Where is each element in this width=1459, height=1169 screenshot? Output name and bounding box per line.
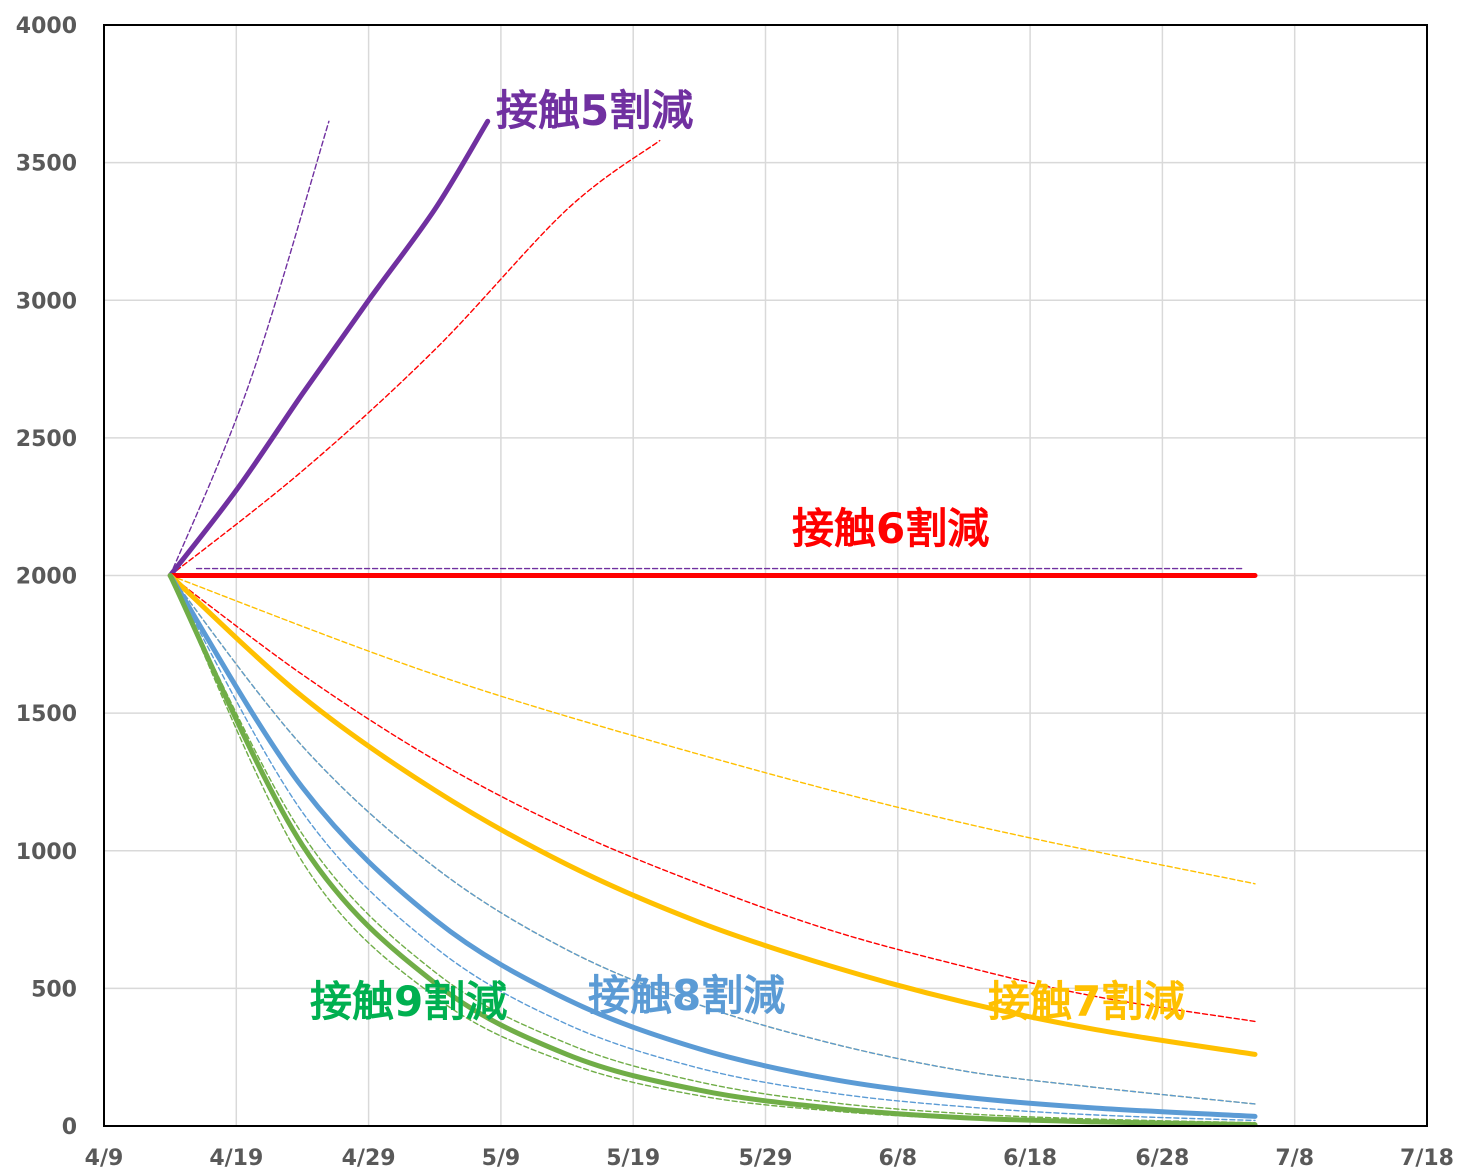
- x-tick-label: 4/9: [85, 1146, 124, 1169]
- annotation-7wari: 接触7割減: [988, 977, 1185, 1026]
- x-tick-label: 7/18: [1400, 1146, 1454, 1169]
- dashed-series-group: [169, 120, 1256, 1126]
- plot-frame: [103, 24, 1428, 1127]
- x-tick-label: 4/19: [209, 1146, 263, 1169]
- annotation-9wari: 接触9割減: [310, 977, 507, 1026]
- y-tick-label: 1500: [16, 702, 77, 727]
- annotation-5wari: 接触5割減: [496, 86, 693, 135]
- y-tick-label: 3000: [16, 289, 77, 314]
- x-tick-label: 5/29: [739, 1146, 793, 1169]
- x-tick-labels: 4/9 4/19 4/29 5/9 5/19 5/29 6/8 6/18 6/28 7/8 7/18: [85, 1146, 1454, 1169]
- solid-series-line-2: [167, 573, 1258, 1057]
- solid-series-line-0: [167, 118, 491, 578]
- y-tick-label: 3500: [16, 152, 77, 177]
- y-tick-label: 0: [62, 1115, 77, 1140]
- y-tick-label: 2500: [16, 427, 77, 452]
- solid-series-line-4: [167, 573, 1258, 1128]
- y-tick-label: 500: [31, 977, 77, 1002]
- dashed-series-line-5: [169, 120, 330, 577]
- dashed-series-line-8: [169, 574, 1256, 885]
- y-tick-label: 4000: [16, 14, 77, 39]
- dashed-series-line-13: [169, 574, 1256, 1124]
- x-tick-label: 5/19: [606, 1146, 660, 1169]
- y-tick-label: 1000: [16, 840, 77, 865]
- x-tick-label: 6/18: [1003, 1146, 1057, 1169]
- y-tick-label: 2000: [16, 565, 77, 590]
- annotations: 接触5割減 接触6割減 接触7割減 接触8割減 接触9割減: [310, 86, 1185, 1026]
- dashed-series-line-12: [169, 574, 1256, 1122]
- annotation-8wari: 接触8割減: [588, 971, 785, 1020]
- solid-series-line-3: [167, 573, 1258, 1119]
- x-tick-label: 6/28: [1135, 1146, 1189, 1169]
- annotation-6wari: 接触6割減: [792, 504, 989, 553]
- x-tick-label: 4/29: [342, 1146, 396, 1169]
- x-tick-label: 6/8: [878, 1146, 917, 1169]
- y-tick-labels: 0 500 1000 1500 2000 2500 3000 3500 4000: [16, 14, 77, 1140]
- x-tick-label: 7/8: [1275, 1146, 1314, 1169]
- dashed-series-line-6: [169, 139, 661, 577]
- dashed-series-line-11: [169, 574, 1256, 1105]
- dashed-series-line-9: [169, 574, 1256, 1023]
- x-tick-label: 5/9: [482, 1146, 521, 1169]
- solid-series-group: [167, 118, 1258, 1128]
